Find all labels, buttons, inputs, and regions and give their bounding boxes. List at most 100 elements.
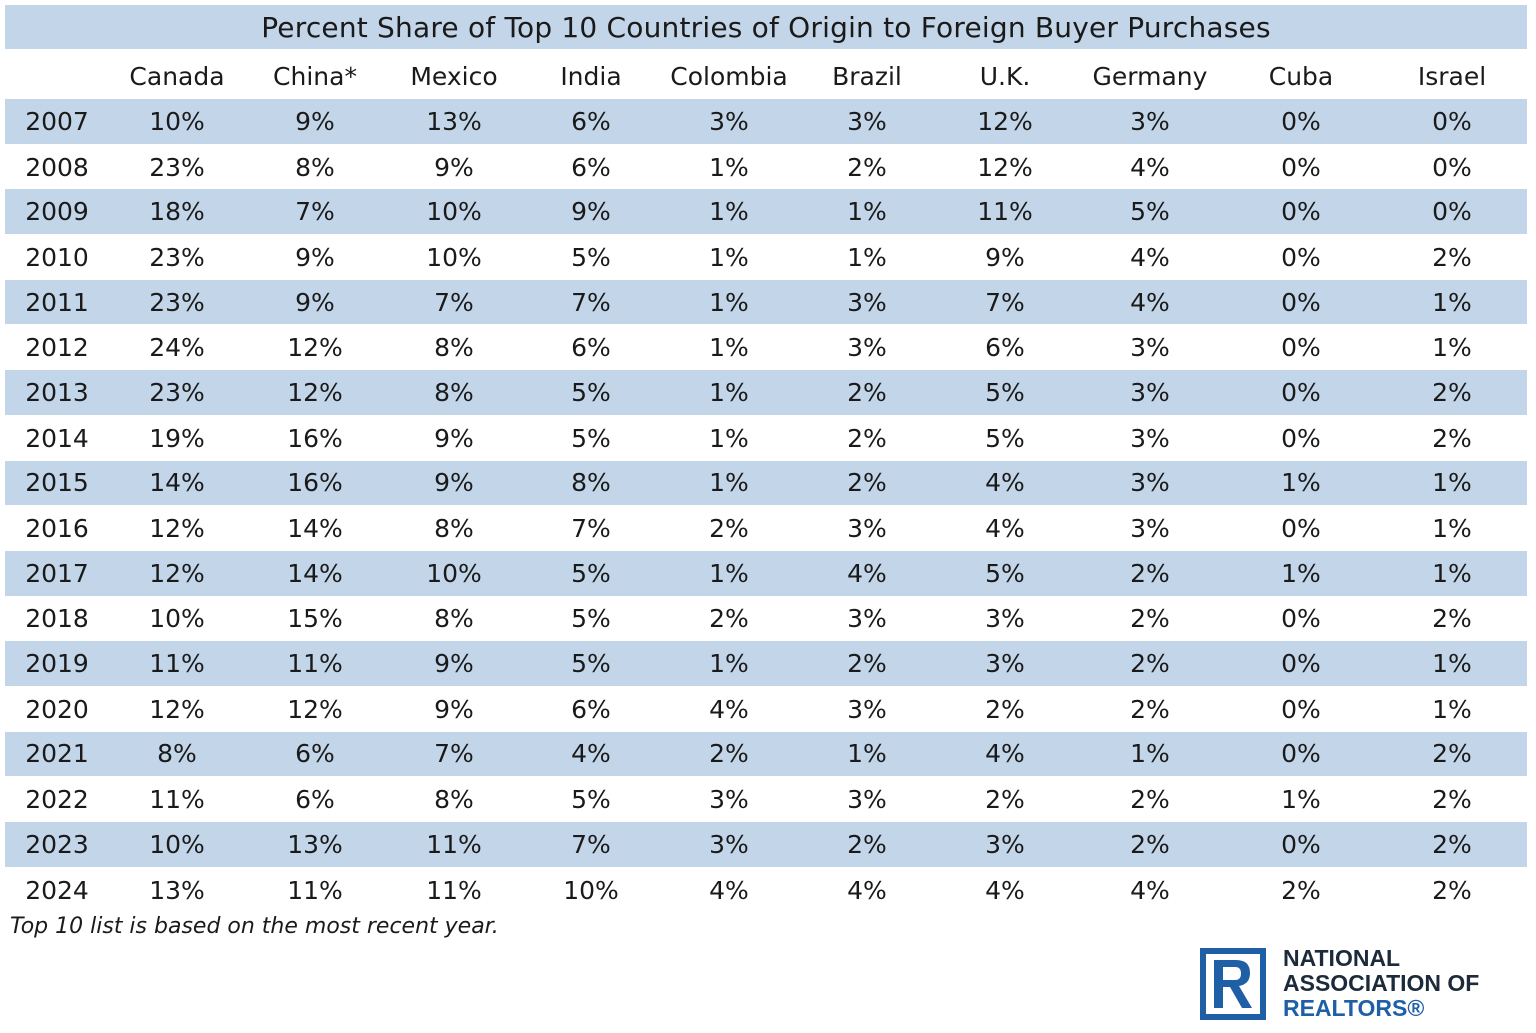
value-cell: 13% [149, 875, 205, 905]
value-cell: 7% [935, 279, 1075, 326]
value-cell: 7% [245, 189, 385, 236]
value-cell: 2% [985, 785, 1025, 815]
value-cell: 4% [709, 875, 749, 905]
table-row: 2015 14% 16% 9% 8% 1% 2% 4% 3% 1% 1% [5, 460, 1527, 507]
value-cell: 1% [659, 641, 799, 687]
value-cell: 8% [295, 152, 335, 182]
value-cell: 1% [1281, 785, 1321, 815]
year-cell: 2019 [5, 641, 109, 687]
value-cell: 4% [709, 694, 749, 724]
value-cell: 3% [799, 99, 935, 145]
value-cell: 10% [563, 875, 619, 905]
value-cell: 1% [1377, 460, 1527, 507]
value-cell: 2% [1432, 242, 1472, 272]
data-table: Canada China* Mexico India Colombia Brazil U.K… [5, 53, 1527, 912]
value-cell: 12% [149, 514, 205, 544]
logo-line-3: REALTORS® [1283, 995, 1425, 1021]
value-cell: 18% [109, 189, 245, 236]
table-row: 2010 23% 9% 10% 5% 1% 1% 9% 4% 0% 2% [5, 235, 1527, 280]
value-cell: 1% [659, 460, 799, 507]
value-cell: 9% [434, 694, 474, 724]
value-cell: 4% [935, 731, 1075, 778]
value-cell: 5% [985, 423, 1025, 453]
value-cell: 10% [109, 99, 245, 145]
value-cell: 3% [935, 822, 1075, 868]
column-header: Colombia [670, 61, 788, 91]
value-cell: 3% [847, 333, 887, 363]
table-row: 2022 11% 6% 8% 5% 3% 3% 2% 2% 1% 2% [5, 777, 1527, 822]
value-cell: 9% [434, 152, 474, 182]
value-cell: 2% [1130, 785, 1170, 815]
value-cell: 4% [1130, 875, 1170, 905]
value-cell: 0% [1225, 731, 1377, 778]
value-cell: 11% [287, 875, 343, 905]
column-header: Brazil [832, 61, 902, 91]
value-cell: 12% [287, 333, 343, 363]
value-cell: 4% [985, 514, 1025, 544]
value-cell: 7% [385, 279, 523, 326]
value-cell: 5% [935, 370, 1075, 416]
value-cell: 4% [1130, 242, 1170, 272]
value-cell: 3% [847, 694, 887, 724]
value-cell: 0% [1225, 370, 1377, 416]
value-cell: 9% [523, 189, 659, 236]
value-cell: 1% [1432, 514, 1472, 544]
value-cell: 1% [659, 189, 799, 236]
value-cell: 2% [799, 822, 935, 868]
value-cell: 7% [523, 822, 659, 868]
table-row: 2014 19% 16% 9% 5% 1% 2% 5% 3% 0% 2% [5, 415, 1527, 460]
value-cell: 2% [1130, 694, 1170, 724]
value-cell: 14% [287, 514, 343, 544]
value-cell: 1% [1432, 333, 1472, 363]
value-cell: 2% [1432, 875, 1472, 905]
value-cell: 6% [295, 785, 335, 815]
value-cell: 6% [571, 694, 611, 724]
value-cell: 2% [1432, 423, 1472, 453]
value-cell: 2% [709, 514, 749, 544]
value-cell: 23% [109, 370, 245, 416]
value-cell: 6% [985, 333, 1025, 363]
value-cell: 4% [1075, 279, 1225, 326]
table-row: 2009 18% 7% 10% 9% 1% 1% 11% 5% 0% 0% [5, 189, 1527, 236]
value-cell: 0% [1281, 423, 1321, 453]
value-cell: 9% [385, 641, 523, 687]
logo-line-1: NATIONAL [1283, 945, 1401, 971]
column-header: China* [273, 61, 357, 91]
value-cell: 0% [1225, 279, 1377, 326]
value-cell: 8% [109, 731, 245, 778]
value-cell: 6% [571, 333, 611, 363]
column-header: Cuba [1268, 61, 1334, 91]
year-cell: 2007 [5, 99, 109, 145]
value-cell: 5% [571, 604, 611, 634]
column-header: Canada [129, 61, 225, 91]
logo-wordmark: NATIONAL ASSOCIATION OF REALTORS® [1283, 946, 1479, 1021]
value-cell: 2% [847, 423, 887, 453]
value-cell: 2% [1075, 822, 1225, 868]
table-row: 2012 24% 12% 8% 6% 1% 3% 6% 3% 0% 1% [5, 325, 1527, 370]
value-cell: 11% [385, 822, 523, 868]
value-cell: 5% [935, 550, 1075, 597]
column-header: Mexico [410, 61, 498, 91]
value-cell: 2% [847, 152, 887, 182]
table-row: 2020 12% 12% 9% 6% 4% 3% 2% 2% 0% 1% [5, 686, 1527, 731]
value-cell: 1% [659, 550, 799, 597]
value-cell: 10% [109, 822, 245, 868]
value-cell: 1% [847, 242, 887, 272]
value-cell: 0% [1281, 604, 1321, 634]
value-cell: 6% [523, 99, 659, 145]
value-cell: 0% [1377, 189, 1527, 236]
value-cell: 2% [709, 604, 749, 634]
value-cell: 3% [1130, 514, 1170, 544]
value-cell: 11% [109, 641, 245, 687]
value-cell: 2% [799, 460, 935, 507]
year-cell: 2010 [25, 242, 89, 272]
value-cell: 2% [1377, 822, 1527, 868]
value-cell: 1% [659, 279, 799, 326]
nar-logo: NATIONAL ASSOCIATION OF REALTORS® [1200, 946, 1520, 1022]
value-cell: 12% [149, 694, 205, 724]
value-cell: 2% [1075, 641, 1225, 687]
value-cell: 9% [385, 460, 523, 507]
value-cell: 3% [659, 822, 799, 868]
value-cell: 3% [985, 604, 1025, 634]
value-cell: 14% [109, 460, 245, 507]
